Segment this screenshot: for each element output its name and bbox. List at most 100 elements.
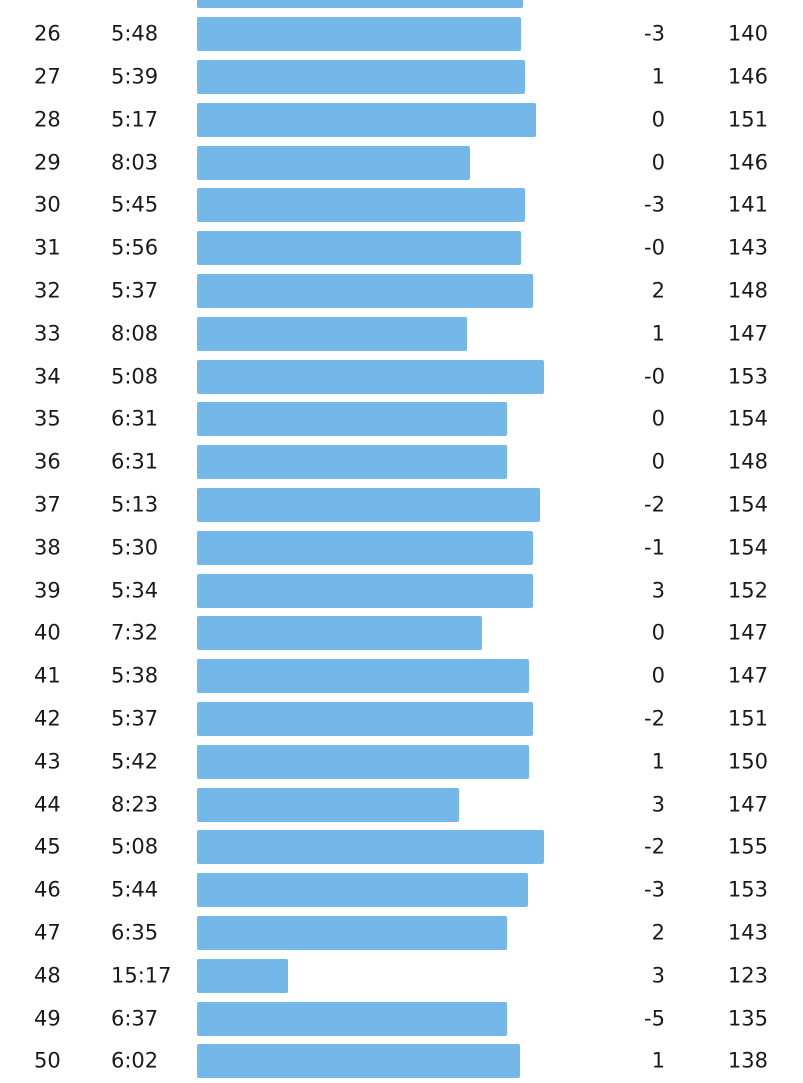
split-row: 36 6:31 0 148	[0, 441, 803, 484]
split-heart-rate: 123	[727, 963, 768, 988]
split-row: 27 5:39 1 146	[0, 56, 803, 99]
split-heart-rate: 146	[727, 64, 768, 89]
split-pace: 5:38	[111, 663, 159, 688]
split-heart-rate: 151	[727, 706, 768, 731]
split-row: 41 5:38 0 147	[0, 655, 803, 698]
split-elevation: -2	[644, 706, 665, 731]
split-heart-rate: 143	[727, 235, 768, 260]
pace-bar	[197, 1044, 520, 1079]
pace-bar	[197, 573, 533, 608]
split-km: 28	[34, 107, 61, 132]
pace-bar	[197, 530, 533, 565]
split-km: 43	[34, 749, 61, 774]
split-km: 27	[34, 64, 61, 89]
pace-bar	[197, 0, 523, 9]
pace-bar	[197, 231, 521, 266]
split-row: 33 8:08 1 147	[0, 312, 803, 355]
pace-bar	[197, 616, 482, 651]
split-heart-rate: 153	[727, 364, 768, 389]
split-row: 48 15:17 3 123	[0, 954, 803, 997]
pace-bar	[197, 659, 529, 694]
split-row: 32 5:37 2 148	[0, 270, 803, 313]
split-km: 50	[34, 1048, 61, 1073]
split-row: 38 5:30 -1 154	[0, 526, 803, 569]
split-km: 29	[34, 150, 61, 175]
pace-bar	[197, 958, 288, 993]
split-heart-rate: 135	[727, 1006, 768, 1031]
split-row: 46 5:44 -3 153	[0, 869, 803, 912]
split-row: 25 5:30 0 139	[0, 0, 803, 13]
split-pace: 5:30	[111, 0, 158, 2]
split-row: 28 5:17 0 151	[0, 98, 803, 141]
split-row: 43 5:42 1 150	[0, 740, 803, 783]
split-km: 25	[34, 0, 61, 2]
split-elevation: -2	[644, 492, 665, 517]
split-heart-rate: 139	[728, 0, 768, 2]
split-pace: 15:17	[111, 963, 172, 988]
pace-bar	[197, 787, 459, 822]
split-pace: 8:08	[111, 321, 159, 346]
split-km: 42	[34, 706, 61, 731]
pace-bar	[197, 873, 528, 908]
split-elevation: -5	[644, 1006, 665, 1031]
split-heart-rate: 143	[727, 920, 768, 945]
split-row: 30 5:45 -3 141	[0, 184, 803, 227]
split-elevation: -2	[644, 834, 665, 859]
pace-bar	[197, 359, 544, 394]
split-pace: 7:32	[111, 620, 159, 645]
split-pace: 5:45	[111, 192, 159, 217]
split-row: 40 7:32 0 147	[0, 612, 803, 655]
pace-bar	[197, 402, 507, 437]
split-heart-rate: 140	[727, 21, 768, 46]
split-heart-rate: 155	[727, 834, 768, 859]
split-km: 47	[34, 920, 61, 945]
split-row: 34 5:08 -0 153	[0, 355, 803, 398]
split-heart-rate: 150	[727, 749, 768, 774]
split-pace: 5:13	[111, 492, 159, 517]
split-elevation: -1	[644, 535, 665, 560]
split-pace: 5:37	[111, 706, 159, 731]
split-row: 35 6:31 0 154	[0, 398, 803, 441]
pace-bar	[197, 145, 470, 180]
split-elevation: 1	[651, 64, 665, 89]
split-heart-rate: 147	[727, 663, 768, 688]
pace-bar	[197, 830, 544, 865]
split-pace: 6:35	[111, 920, 159, 945]
split-pace: 8:23	[111, 792, 159, 817]
split-elevation: -3	[644, 192, 665, 217]
split-pace: 5:08	[111, 364, 159, 389]
split-km: 38	[34, 535, 61, 560]
split-row: 42 5:37 -2 151	[0, 698, 803, 741]
split-elevation: 0	[651, 663, 665, 688]
split-elevation: 2	[651, 278, 665, 303]
split-heart-rate: 154	[727, 492, 768, 517]
split-elevation: 3	[651, 792, 665, 817]
pace-bar	[197, 59, 525, 94]
split-pace: 5:48	[111, 21, 159, 46]
split-pace: 5:42	[111, 749, 159, 774]
split-row: 31 5:56 -0 143	[0, 227, 803, 270]
pace-bar	[197, 273, 533, 308]
split-km: 32	[34, 278, 61, 303]
split-pace: 5:08	[111, 834, 159, 859]
split-row: 29 8:03 0 146	[0, 141, 803, 184]
split-elevation: 0	[651, 406, 665, 431]
split-elevation: 0	[651, 150, 665, 175]
split-elevation: 0	[651, 107, 665, 132]
split-elevation: 0	[651, 620, 665, 645]
split-km: 33	[34, 321, 61, 346]
pace-bar	[197, 188, 525, 223]
pace-bar	[197, 102, 536, 137]
split-elevation: 0	[651, 449, 665, 474]
pace-bar	[197, 1001, 507, 1036]
pace-bar	[197, 17, 521, 52]
split-heart-rate: 147	[727, 321, 768, 346]
split-row: 26 5:48 -3 140	[0, 13, 803, 56]
split-km: 46	[34, 877, 61, 902]
pace-bar	[197, 744, 529, 779]
split-pace: 6:02	[111, 1048, 159, 1073]
split-elevation: -0	[644, 364, 665, 389]
split-pace: 5:37	[111, 278, 159, 303]
split-heart-rate: 147	[727, 620, 768, 645]
